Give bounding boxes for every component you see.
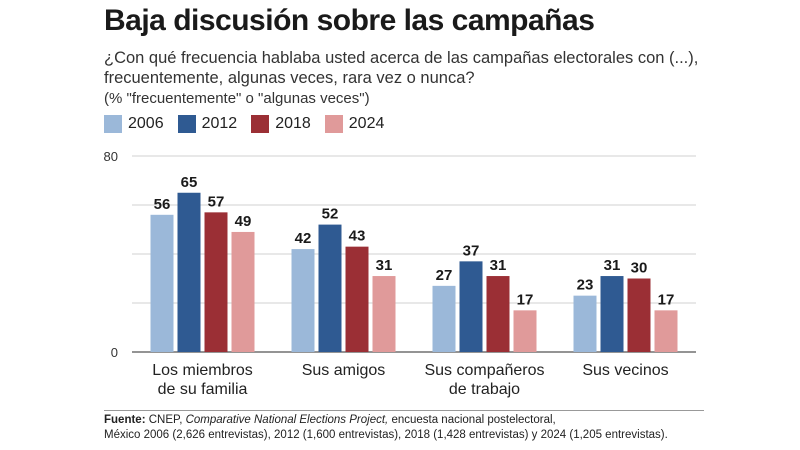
legend-item-2024: 2024: [324, 115, 385, 133]
data-label-2012-cat1: 52: [322, 206, 339, 223]
legend-item-2012: 2012: [177, 115, 238, 133]
y-tick-label-80: 80: [104, 149, 118, 164]
data-label-2018-cat3: 30: [631, 260, 648, 277]
bar-2012-cat0: [177, 192, 201, 352]
data-label-2012-cat2: 37: [463, 242, 480, 259]
data-label-2024-cat3: 17: [658, 291, 675, 308]
data-label-2006-cat2: 27: [436, 267, 453, 284]
legend-swatch-2024: [324, 115, 343, 133]
source-footer: Fuente: CNEP, Comparative National Elect…: [104, 410, 704, 443]
footer-label: Fuente:: [104, 414, 146, 426]
bar-2018-cat2: [486, 276, 510, 352]
data-label-2024-cat2: 17: [517, 291, 534, 308]
category-label-1-0: Sus amigos: [302, 362, 386, 379]
chart-subtitle: ¿Con qué frecuencia hablaba usted acerca…: [104, 49, 699, 87]
legend-swatch-2018: [251, 115, 270, 133]
category-label-2-1: de trabajo: [449, 381, 520, 398]
bar-2006-cat0: [150, 214, 174, 352]
category-label-0-1: de su familia: [158, 381, 248, 398]
bar-2024-cat3: [654, 310, 678, 352]
footer-line-1: Fuente: CNEP, Comparative National Elect…: [104, 413, 704, 428]
y-tick-label-0: 0: [111, 345, 118, 360]
data-label-2012-cat0: 65: [181, 174, 198, 191]
bar-2024-cat0: [231, 231, 255, 352]
category-label-0-0: Los miembros: [152, 362, 252, 379]
chart-note: (% "frecuentemente" o "algunas veces"): [104, 90, 370, 107]
legend-label-2006: 2006: [128, 115, 164, 132]
data-label-2024-cat0: 49: [235, 213, 252, 230]
bar-2018-cat0: [204, 212, 228, 352]
bar-2012-cat3: [600, 276, 624, 352]
data-label-2018-cat0: 57: [208, 193, 225, 210]
bar-2024-cat1: [372, 276, 396, 352]
legend-swatch-2012: [177, 115, 196, 133]
data-label-2018-cat2: 31: [490, 257, 507, 274]
footer-source-italic: Comparative National Elections Project,: [185, 414, 389, 426]
data-label-2012-cat3: 31: [604, 257, 621, 274]
legend-swatch-2006: [104, 115, 122, 133]
bar-2018-cat3: [627, 278, 651, 352]
bar-2024-cat2: [513, 310, 537, 352]
data-label-2006-cat1: 42: [295, 230, 312, 247]
bar-2012-cat2: [459, 261, 483, 352]
bar-2012-cat1: [318, 224, 342, 352]
data-label-2006-cat3: 23: [577, 277, 594, 294]
legend-label-2024: 2024: [348, 115, 385, 132]
footer-source-b: encuesta nacional postelectoral,: [391, 414, 556, 426]
bar-2006-cat3: [573, 295, 597, 352]
legend-label-2012: 2012: [201, 115, 238, 132]
legend-item-2018: 2018: [251, 115, 311, 133]
footer-source-a: CNEP,: [148, 414, 183, 426]
footer-line-2: México 2006 (2,626 entrevistas), 2012 (1…: [104, 429, 668, 441]
data-label-2018-cat1: 43: [349, 228, 366, 245]
chart-title: Baja discusión sobre las campañas: [104, 4, 595, 37]
bar-2018-cat1: [345, 246, 369, 352]
data-label-2024-cat1: 31: [376, 257, 393, 274]
legend-item-2006: 2006: [104, 115, 164, 133]
data-label-2006-cat0: 56: [154, 196, 171, 213]
category-label-2-0: Sus compañeros: [424, 362, 544, 379]
category-label-3-0: Sus vecinos: [582, 362, 668, 379]
legend: 2006 2012 2018 2024: [104, 115, 384, 133]
bar-2006-cat2: [432, 285, 456, 352]
bar-2006-cat1: [291, 249, 315, 352]
legend-label-2018: 2018: [275, 115, 311, 132]
